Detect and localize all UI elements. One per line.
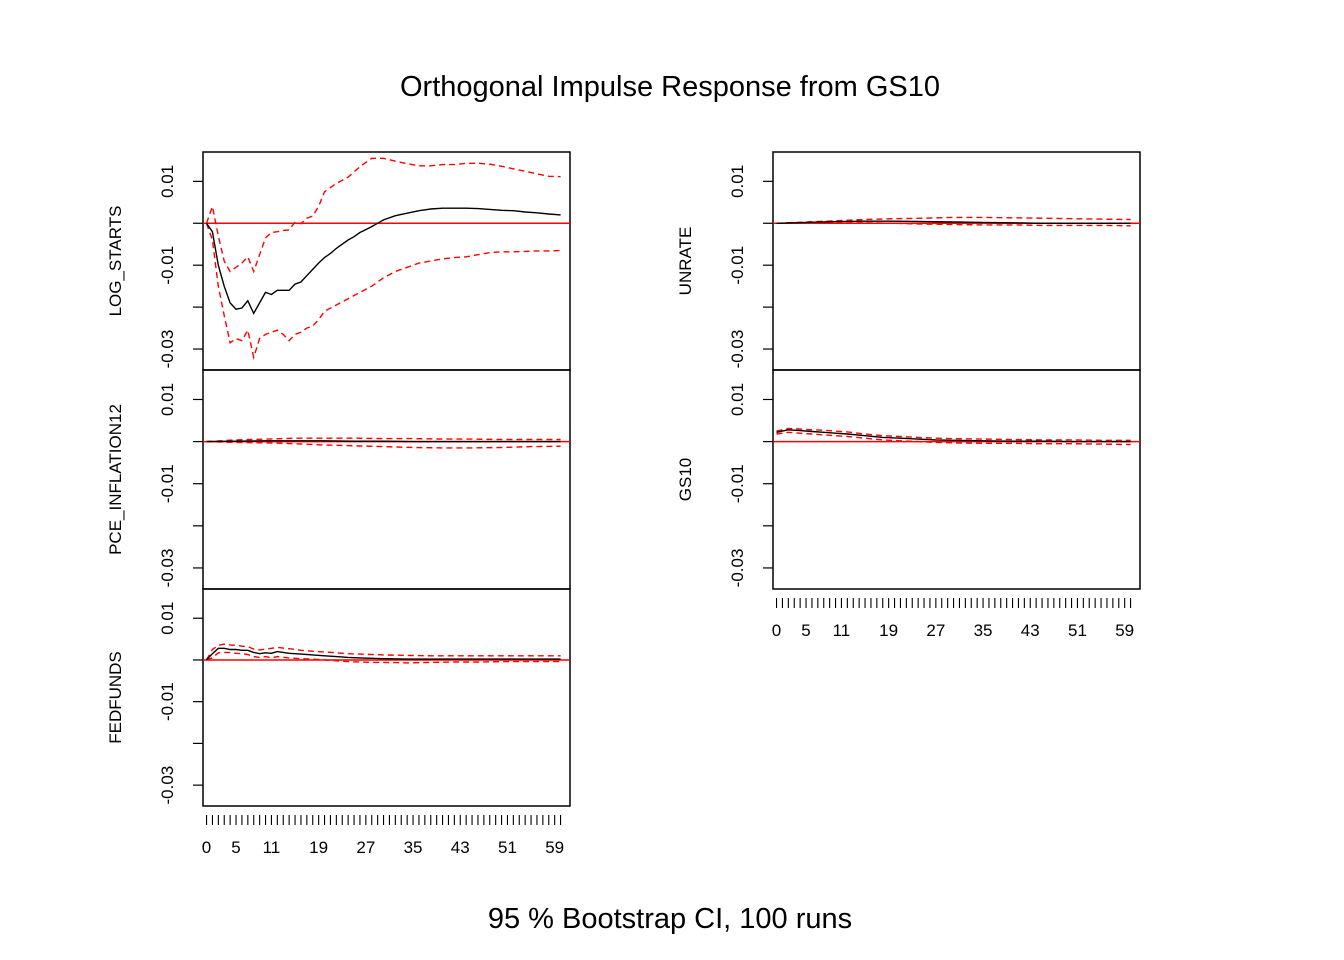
y-tick-label: -0.03 <box>158 549 177 588</box>
x-tick-label: 27 <box>356 838 375 857</box>
panel-ylabel: FEDFUNDS <box>106 651 125 744</box>
y-tick-label: -0.01 <box>728 464 747 503</box>
y-tick-label: 0.01 <box>728 165 747 198</box>
chart-title: Orthogonal Impulse Response from GS10 <box>400 71 940 103</box>
x-tick-label: 43 <box>1021 621 1040 640</box>
panel-gs10: 0.01 -0.01 -0.03 GS10 0 5 11 19 27 35 43 51 59 <box>676 369 1141 640</box>
ci-lower-line <box>205 223 561 361</box>
x-tick-label: 0 <box>772 621 781 640</box>
panel-frame <box>202 369 571 590</box>
y-tick-label: 0.01 <box>158 165 177 198</box>
x-tick-label: 35 <box>404 838 423 857</box>
ci-upper-line <box>776 216 1131 224</box>
x-tick-label: 59 <box>1115 621 1134 640</box>
y-tick-label: -0.01 <box>158 464 177 503</box>
panel-frame <box>772 369 1141 590</box>
x-tick-label: 27 <box>926 621 945 640</box>
y-tick-label: 0.01 <box>728 383 747 416</box>
x-tick-label: 11 <box>833 621 851 640</box>
ci-upper-line <box>205 157 561 274</box>
ci-upper-line <box>205 643 561 661</box>
panels: 0.01 -0.01 -0.03 LOG_STARTS 0.01 -0.01 -0.03 PC… <box>106 151 1141 857</box>
panel-fedfunds: 0.01 -0.01 -0.03 FEDFUNDS 0 5 11 19 27 35 43 51 59 <box>106 588 571 857</box>
x-tick-label: 43 <box>451 838 470 857</box>
y-tick-label: -0.03 <box>158 766 177 805</box>
ci-lower-line <box>776 222 1131 227</box>
x-tick-label: 51 <box>498 838 517 857</box>
y-tick-label: -0.03 <box>158 330 177 369</box>
x-tick-label: 19 <box>879 621 898 640</box>
y-tick-label: 0.01 <box>158 602 177 635</box>
panel-unrate: 0.01 -0.01 -0.03 UNRATE <box>676 151 1141 371</box>
response-line <box>206 440 561 443</box>
panel-ylabel: UNRATE <box>676 227 695 296</box>
panel-frame <box>772 151 1141 371</box>
response-line <box>776 220 1131 224</box>
response-line <box>776 429 1131 443</box>
ci-upper-line <box>776 427 1131 441</box>
x-tick-label: 5 <box>801 621 810 640</box>
chart-subtitle: 95 % Bootstrap CI, 100 runs <box>488 903 852 935</box>
y-tick-label: -0.03 <box>728 330 747 369</box>
x-tick-label: 19 <box>309 838 328 857</box>
x-tick-label: 5 <box>231 838 240 857</box>
panel-ylabel: GS10 <box>676 458 695 501</box>
response-line <box>205 647 561 661</box>
x-tick-label: 35 <box>974 621 993 640</box>
y-tick-label: 0.01 <box>158 383 177 416</box>
x-tick-label: 51 <box>1068 621 1087 640</box>
panel-log_starts: 0.01 -0.01 -0.03 LOG_STARTS <box>106 151 571 371</box>
response-line <box>205 207 561 315</box>
panel-frame <box>202 588 571 807</box>
y-tick-label: -0.01 <box>158 246 177 285</box>
x-tick-label: 59 <box>545 838 564 857</box>
ci-lower-line <box>206 440 561 449</box>
ci-lower-line <box>206 651 561 664</box>
panel-ylabel: LOG_STARTS <box>106 206 125 317</box>
y-tick-label: -0.01 <box>158 682 177 721</box>
y-tick-label: -0.01 <box>728 246 747 285</box>
panel-ylabel: PCE_INFLATION12 <box>106 404 125 555</box>
panel-pce_inflation12: 0.01 -0.01 -0.03 PCE_INFLATION12 <box>106 369 571 590</box>
x-tick-label: 0 <box>202 838 211 857</box>
x-tick-label: 11 <box>263 838 281 857</box>
ci-upper-line <box>206 437 561 443</box>
ci-lower-line <box>776 431 1131 446</box>
y-tick-label: -0.03 <box>728 549 747 588</box>
